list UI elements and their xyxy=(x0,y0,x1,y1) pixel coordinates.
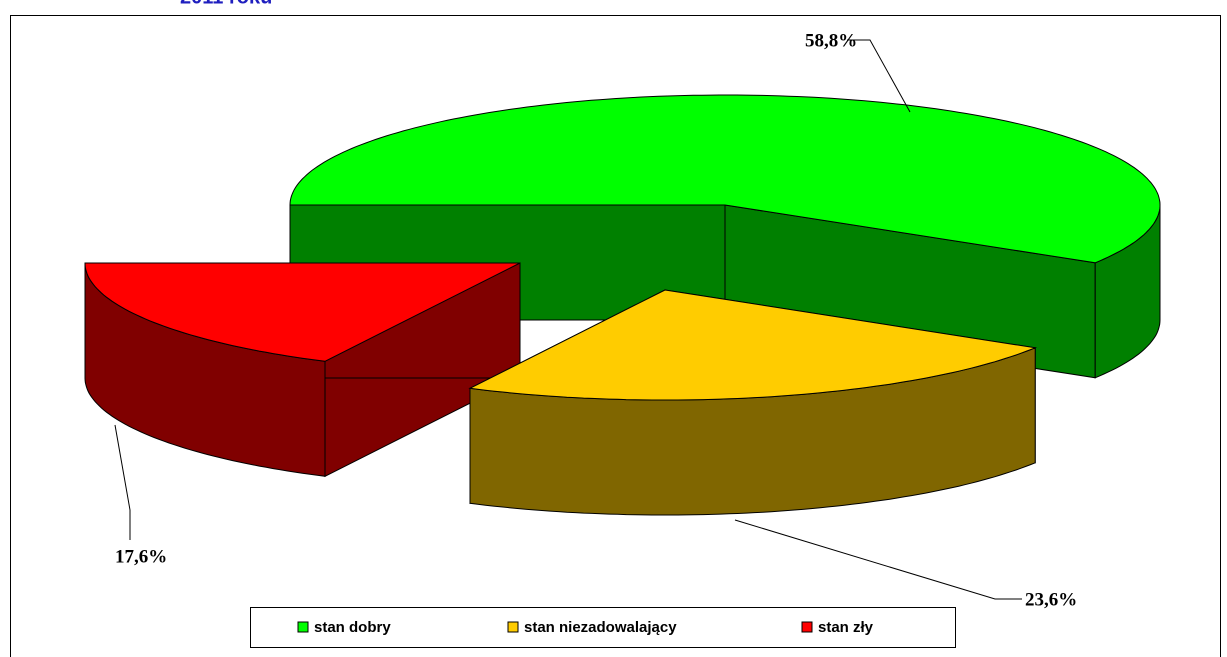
legend-label: stan zły xyxy=(818,619,874,636)
leader-line xyxy=(114,424,131,540)
data-label: 23,6% xyxy=(1025,589,1077,610)
data-label: 58,8% xyxy=(805,30,857,51)
slice-top xyxy=(289,94,1161,264)
legend-box xyxy=(250,607,956,648)
legend-label: stan niezadowalający xyxy=(524,619,677,636)
legend-swatch xyxy=(297,621,309,633)
leader-line xyxy=(734,519,1022,600)
slice-top xyxy=(84,262,521,362)
slice xyxy=(84,262,521,478)
legend-swatch xyxy=(801,621,813,633)
data-label: 17,6% xyxy=(115,546,167,567)
legend-swatch xyxy=(507,621,519,633)
chart-title: 2011 roku xyxy=(180,0,272,8)
legend-label: stan dobry xyxy=(314,619,391,636)
chart-frame xyxy=(10,15,1221,657)
leader-line xyxy=(847,39,911,113)
slice xyxy=(468,289,1038,516)
slice-top xyxy=(468,289,1038,401)
